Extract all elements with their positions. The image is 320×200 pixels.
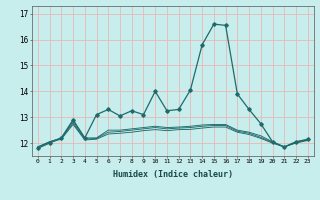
X-axis label: Humidex (Indice chaleur): Humidex (Indice chaleur) <box>113 170 233 179</box>
